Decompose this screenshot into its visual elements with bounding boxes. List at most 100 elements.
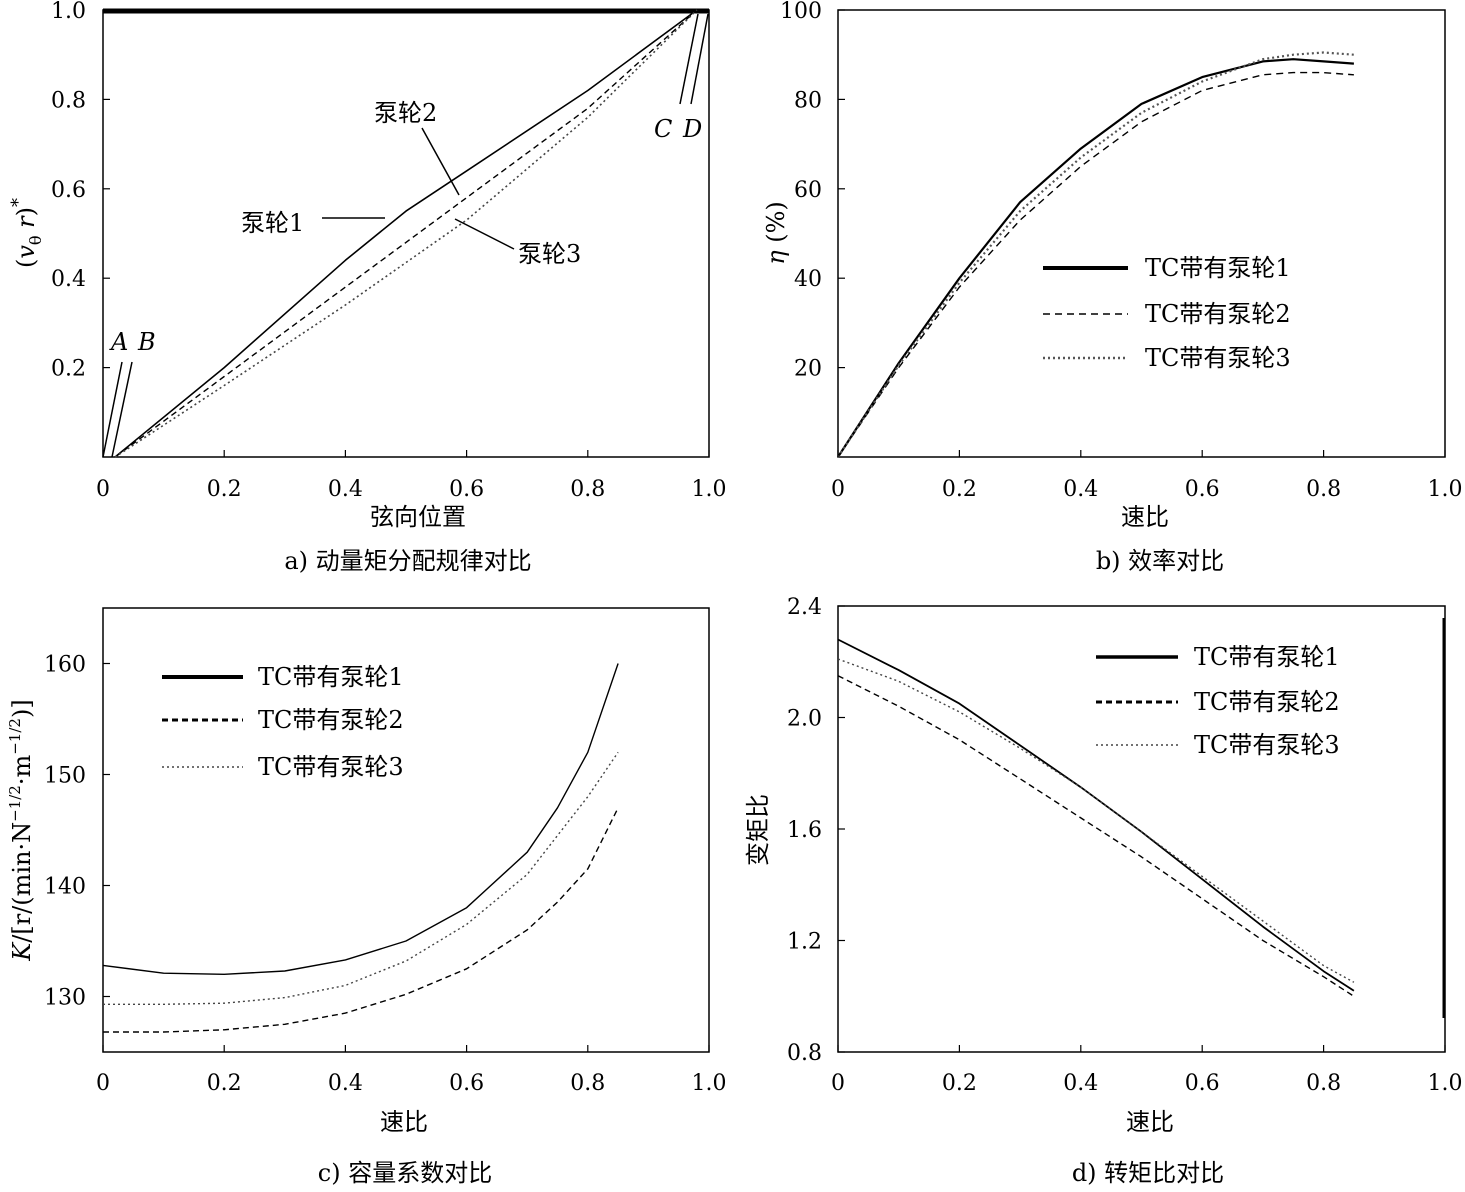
y-axis-label-part: η	[762, 250, 790, 265]
annotation-b: B	[137, 328, 156, 356]
y-tick-label: 0.4	[51, 267, 86, 292]
legend: TC带有泵轮1 TC带有泵轮2 TC带有泵轮3	[162, 663, 404, 781]
series-layer	[837, 638, 1355, 997]
y-tick-label: 2.4	[787, 595, 822, 620]
y-tick-label: 100	[780, 0, 822, 24]
leader-line	[421, 127, 460, 196]
x-tick-label: 1.0	[692, 1071, 727, 1096]
y-axis-label-part: v	[12, 245, 40, 259]
y-tick-label: 1.0	[51, 0, 86, 24]
x-tick-label: 0.6	[1185, 477, 1220, 502]
y-axis-label-part: )	[12, 207, 40, 216]
x-tick-label: 0.8	[570, 477, 605, 502]
legend-label: TC带有泵轮2	[1194, 688, 1340, 716]
x-tick-label: 0	[96, 477, 110, 502]
y-axis-label-part: −1/2	[6, 785, 24, 822]
x-tick-label: 0.8	[1306, 1071, 1341, 1096]
x-tick-label: 0.6	[449, 477, 484, 502]
legend-label: TC带有泵轮3	[1145, 344, 1291, 372]
y-axis-label: K/[r/(min·N−1/2·m−1/2)]	[6, 699, 36, 961]
legend-label: TC带有泵轮3	[258, 753, 404, 781]
series-line-2	[837, 71, 1354, 458]
panel-b: 0 0.2 0.4 0.6 0.8 1.0 20 40 60 80 100 TC带有泵轮1 TC带有…	[762, 0, 1463, 575]
y-axis-label-part: (%)	[762, 201, 790, 250]
x-tick-label: 0	[96, 1071, 110, 1096]
plot-frame	[837, 605, 1446, 1053]
annotation-a: A	[109, 328, 128, 356]
x-tick-label: 0.2	[942, 477, 977, 502]
legend-label: TC带有泵轮2	[1145, 300, 1291, 328]
label-impeller-3: 泵轮3	[518, 240, 581, 268]
annotation-c: C	[654, 115, 672, 143]
panel-a: 0 0.2 0.4 0.6 0.8 1.00.20.40.60.81.0 A B C D …	[8, 0, 727, 575]
panel-c: 0 0.2 0.4 0.6 0.8 1.0 130 140 150 160 TC带有泵轮1 TC带…	[6, 607, 727, 1187]
y-tick-label: 1.6	[787, 818, 822, 843]
annotation-d: D	[682, 115, 702, 143]
series-line-2	[837, 675, 1355, 997]
x-axis-label: 速比	[1126, 1108, 1174, 1136]
x-tick-label: 0.4	[1063, 1071, 1098, 1096]
y-tick-label: 140	[44, 875, 86, 900]
x-tick-label: 1.0	[692, 477, 727, 502]
series-line-3	[114, 9, 698, 458]
panel-caption: c) 容量系数对比	[318, 1159, 492, 1187]
leader-line	[454, 218, 515, 250]
series-layer	[837, 51, 1354, 458]
x-tick-label: 0.2	[207, 1071, 242, 1096]
legend-label: TC带有泵轮2	[258, 706, 404, 734]
plot-frame	[102, 607, 710, 1053]
y-axis-label-part: r	[12, 215, 40, 236]
y-tick-label: 0.8	[51, 88, 86, 113]
x-axis-label: 速比	[1121, 503, 1169, 531]
x-tick-label: 0	[831, 477, 845, 502]
y-axis-label-part: θ	[26, 235, 45, 245]
legend-label: TC带有泵轮3	[1194, 731, 1340, 759]
tick-layer: 0 0.2 0.4 0.6 0.8 1.0 0.2 0.4 0.6 0.8 1.0	[51, 0, 727, 502]
leader-line	[679, 13, 699, 105]
x-tick-label: 0.4	[328, 1071, 363, 1096]
x-tick-label: 0.4	[328, 477, 363, 502]
legend-label: TC带有泵轮1	[1145, 254, 1291, 282]
legend: TC带有泵轮1 TC带有泵轮2 TC带有泵轮3	[1043, 254, 1291, 372]
y-tick-label: 0.2	[51, 357, 86, 382]
series-line-1	[837, 58, 1354, 458]
y-tick-label: 0.6	[51, 178, 86, 203]
y-tick-label: 40	[794, 267, 822, 292]
y-tick-label: 80	[794, 88, 822, 113]
series-line-1	[102, 663, 619, 975]
leader-line	[690, 13, 709, 105]
series-line-1	[837, 638, 1355, 992]
y-axis-label-part: K	[8, 941, 36, 962]
legend-label: TC带有泵轮1	[258, 663, 404, 691]
y-tick-label: 2.0	[787, 707, 822, 732]
tick-layer: 0 0.2 0.4 0.6 0.8 1.0 130 140 150 160	[44, 653, 727, 1097]
y-tick-label: 20	[794, 357, 822, 382]
x-tick-label: 0.6	[449, 1071, 484, 1096]
y-tick-label: 60	[794, 178, 822, 203]
panel-caption: a) 动量矩分配规律对比	[284, 547, 531, 575]
x-tick-label: 0.8	[570, 1071, 605, 1096]
x-tick-label: 0.2	[942, 1071, 977, 1096]
x-tick-label: 0.2	[207, 477, 242, 502]
y-tick-label: 150	[44, 764, 86, 789]
panel-caption: d) 转矩比对比	[1072, 1159, 1224, 1187]
y-axis-label: η (%)	[762, 201, 790, 265]
tick-layer: 0 0.2 0.4 0.6 0.8 1.0 20 40 60 80 100	[780, 0, 1463, 502]
y-axis-label-part: ·m	[8, 755, 36, 786]
label-impeller-2: 泵轮2	[374, 99, 437, 127]
series-layer	[114, 9, 698, 458]
y-axis-label-part: −1/2	[6, 718, 24, 755]
series-layer	[102, 663, 619, 1033]
tick-layer: 0 0.2 0.4 0.6 0.8 1.0 0.8 1.2 1.6 2.0 2.4	[787, 595, 1463, 1096]
x-tick-label: 0.6	[1185, 1071, 1220, 1096]
y-axis-label-part: )]	[8, 699, 36, 718]
x-tick-label: 0	[831, 1071, 845, 1096]
y-tick-label: 130	[44, 986, 86, 1011]
panel-d: 0 0.2 0.4 0.6 0.8 1.0 0.8 1.2 1.6 2.0 2.4 TC带有泵轮1 …	[744, 595, 1463, 1187]
plot-frame	[837, 9, 1446, 458]
x-tick-label: 0.8	[1306, 477, 1341, 502]
y-axis-label-part: /[r/(min·N	[8, 822, 36, 943]
x-tick-label: 1.0	[1428, 477, 1463, 502]
y-axis-label-part: (	[12, 259, 40, 268]
